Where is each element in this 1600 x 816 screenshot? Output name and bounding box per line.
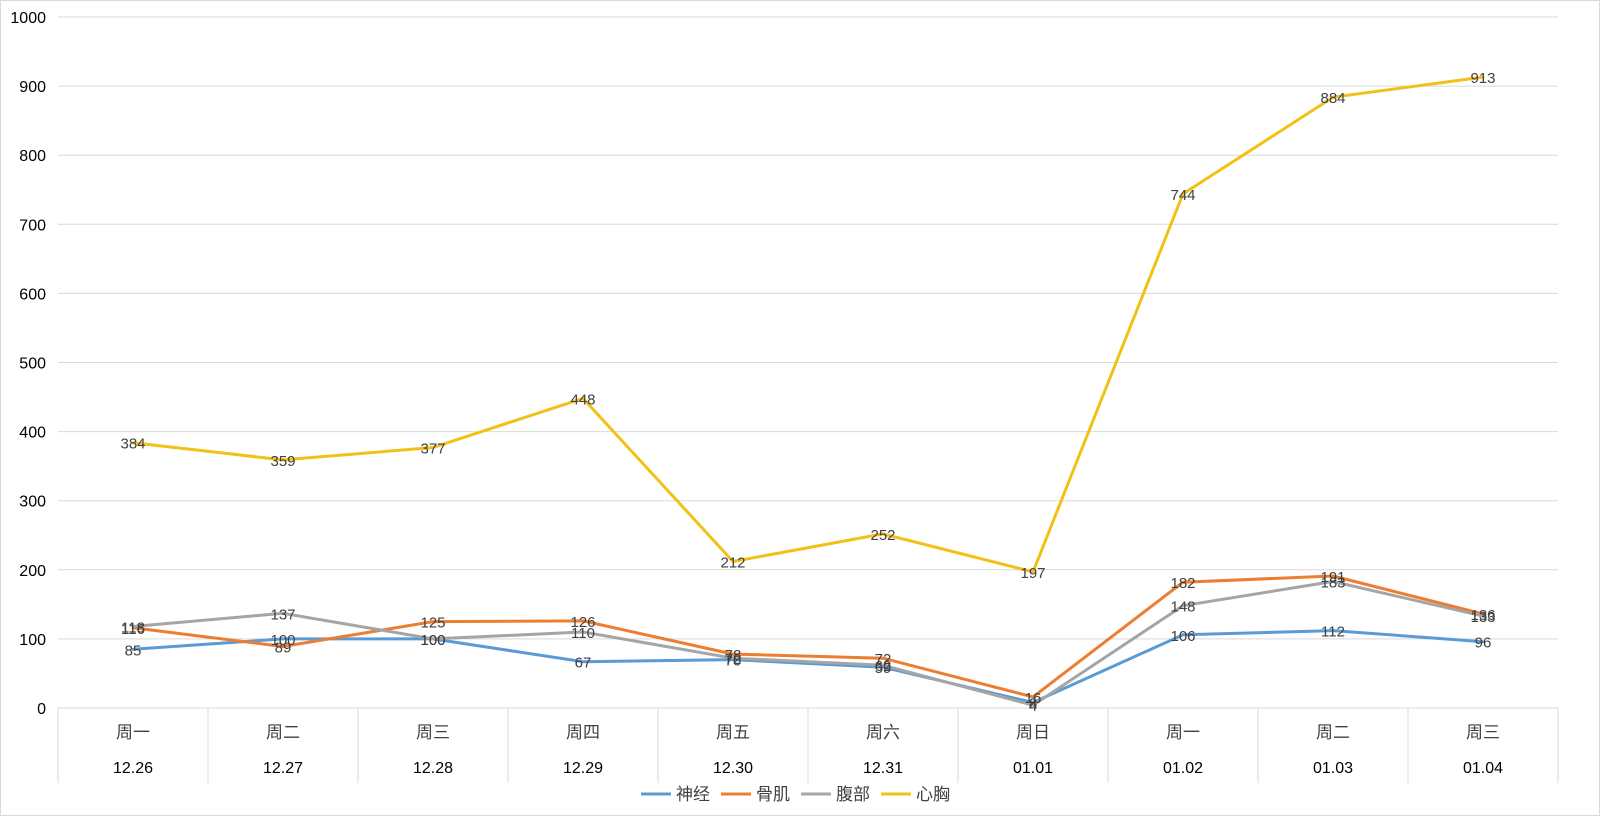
data-label: 100 xyxy=(270,632,295,649)
series-lines xyxy=(131,75,1485,707)
legend-label: 神经 xyxy=(676,785,710,804)
series-line-3 xyxy=(131,580,1485,707)
data-label: 133 xyxy=(1470,609,1495,626)
data-label: 70 xyxy=(725,653,742,670)
x-tick-date: 01.03 xyxy=(1313,760,1353,777)
data-label: 8 xyxy=(1029,695,1037,712)
y-tick-label: 0 xyxy=(37,701,46,718)
x-tick-date: 12.31 xyxy=(863,760,903,777)
data-label: 359 xyxy=(270,453,295,470)
data-label: 62 xyxy=(875,658,892,675)
data-label: 106 xyxy=(1170,628,1195,645)
data-label: 96 xyxy=(1475,635,1492,652)
y-tick-label: 300 xyxy=(19,494,46,511)
x-tick-weekday: 周四 xyxy=(566,723,600,742)
data-label: 744 xyxy=(1170,187,1195,204)
y-tick-label: 100 xyxy=(19,632,46,649)
x-tick-date: 12.29 xyxy=(563,760,603,777)
data-label: 89 xyxy=(275,640,292,657)
data-label: 884 xyxy=(1320,90,1345,107)
x-tick-date: 01.02 xyxy=(1163,760,1203,777)
data-label: 183 xyxy=(1320,575,1345,592)
y-tick-label: 200 xyxy=(19,563,46,580)
x-tick-weekday: 周二 xyxy=(266,723,300,742)
data-label: 448 xyxy=(570,391,595,408)
data-label: 116 xyxy=(121,621,145,638)
x-axis: 周一 12.26 周二 12.27 周三 12.28 周四 12.29 周五 12.30 周六 12.… xyxy=(57,707,1559,783)
y-tick-label: 1000 xyxy=(10,10,46,27)
data-label: 191 xyxy=(1320,569,1345,586)
y-tick-label: 400 xyxy=(19,425,46,442)
x-tick-date: 12.27 xyxy=(263,760,303,777)
y-tick-label: 600 xyxy=(19,286,46,303)
data-label: 913 xyxy=(1470,70,1495,87)
gridlines xyxy=(58,16,1558,640)
data-label: 16 xyxy=(1025,690,1042,707)
x-tick-date: 12.28 xyxy=(413,760,453,777)
data-label: 100 xyxy=(420,632,445,649)
x-tick-weekday: 周一 xyxy=(1166,723,1200,742)
x-tick-weekday: 周三 xyxy=(1466,723,1500,742)
legend-label: 骨肌 xyxy=(756,785,790,804)
x-tick-weekday: 周一 xyxy=(116,723,150,742)
data-label: 377 xyxy=(420,440,445,457)
y-axis: 0 100 200 300 400 500 600 700 800 900 1000 xyxy=(10,10,46,718)
data-label: 78 xyxy=(725,647,742,664)
x-tick-date: 12.30 xyxy=(713,760,753,777)
x-tick-weekday: 周二 xyxy=(1316,723,1350,742)
x-tick-date: 01.04 xyxy=(1463,760,1503,777)
y-tick-label: 900 xyxy=(19,79,46,96)
series-line-2 xyxy=(131,574,1485,699)
data-label: 72 xyxy=(875,651,892,668)
data-label: 212 xyxy=(720,555,745,572)
data-label: 136 xyxy=(1470,607,1495,624)
data-label: 182 xyxy=(1170,575,1195,592)
x-tick-weekday: 周六 xyxy=(866,723,900,742)
legend: 神经 骨肌 腹部 心胸 xyxy=(641,785,950,804)
data-label: 67 xyxy=(575,655,592,672)
data-label: 125 xyxy=(420,615,445,632)
legend-label: 心胸 xyxy=(916,785,950,804)
x-tick-weekday: 周五 xyxy=(716,723,750,742)
data-label: 137 xyxy=(270,606,295,623)
data-label: 110 xyxy=(571,625,595,642)
x-tick-weekday: 周日 xyxy=(1016,723,1050,742)
legend-label: 腹部 xyxy=(836,785,870,804)
x-tick-weekday: 周三 xyxy=(416,723,450,742)
y-tick-label: 700 xyxy=(19,217,46,234)
data-label: 148 xyxy=(1170,599,1195,616)
y-tick-label: 800 xyxy=(19,148,46,165)
y-tick-label: 500 xyxy=(19,356,46,373)
data-label: 59 xyxy=(875,660,892,677)
x-tick-date: 01.01 xyxy=(1013,760,1053,777)
data-label: 252 xyxy=(870,527,895,544)
data-label: 126 xyxy=(570,614,595,631)
series-line-4 xyxy=(131,75,1485,574)
data-label: 100 xyxy=(420,632,445,649)
data-label: 4 xyxy=(1029,698,1037,715)
series-line-1 xyxy=(131,629,1485,704)
x-tick-date: 12.26 xyxy=(113,760,153,777)
data-label: 72 xyxy=(725,651,742,668)
data-label: 112 xyxy=(1321,624,1345,641)
data-label: 384 xyxy=(120,436,145,453)
data-label: 85 xyxy=(125,642,142,659)
data-label: 197 xyxy=(1020,565,1045,582)
data-label: 118 xyxy=(121,619,145,636)
